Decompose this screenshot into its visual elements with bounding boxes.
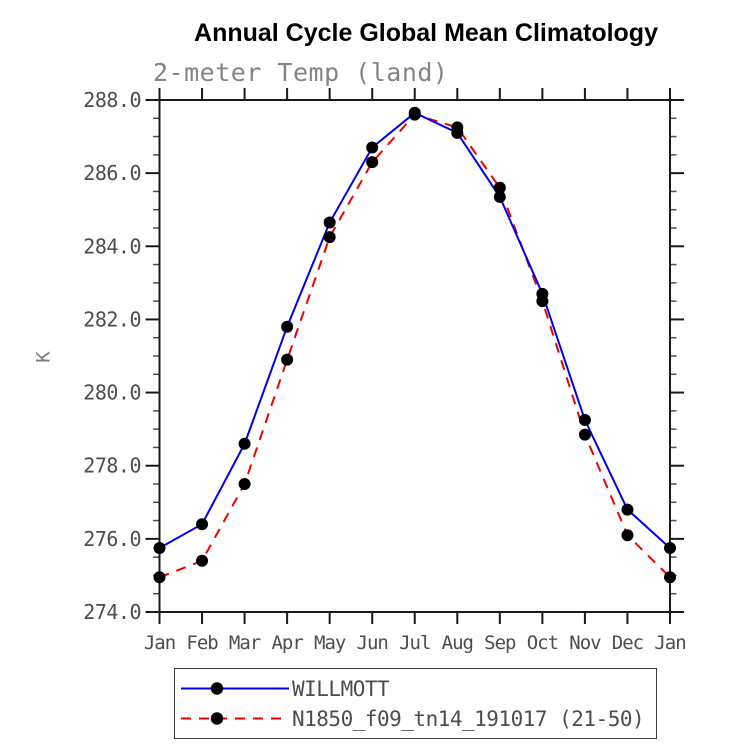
data-point-marker [366,156,379,169]
legend-marker-icon [210,682,224,695]
chart-subtitle: 2-meter Temp (land) [153,58,449,87]
series-line-willmott [159,111,671,549]
x-tick-label: Aug [442,632,473,654]
legend-row-willmott: WILLMOTT [178,675,656,702]
x-tick-label: Feb [186,632,218,654]
y-tick-label: 282.0 [83,307,141,331]
data-point-marker [153,571,166,584]
data-point-marker [281,353,294,366]
data-point-marker [238,437,251,450]
y-tick-label: 280.0 [83,381,141,405]
data-point-marker [621,529,634,542]
data-point-marker [323,216,336,229]
x-tick-label: Jan [144,632,175,654]
legend-label-model: N1850_f09_tn14_191017 (21-50) [292,706,645,731]
data-point-marker [621,503,634,516]
series-line-model [159,113,671,579]
legend-line-sample-dashed [181,712,289,725]
data-point-marker [664,571,676,584]
data-point-marker [493,190,506,203]
y-tick-label: 288.0 [83,88,141,112]
data-point-marker [578,414,591,426]
data-point-marker [664,542,676,554]
data-point-marker [238,478,251,490]
x-tick-label: Oct [527,632,558,654]
chart-title: Annual Cycle Global Mean Climatology [194,19,658,47]
x-tick-label: Jan [654,632,685,654]
data-point-marker [196,554,209,567]
data-point-marker [196,518,209,531]
y-tick-label: 286.0 [83,161,141,185]
legend-marker-icon [210,712,224,725]
legend-line-sample-solid [181,682,289,695]
y-tick-label: 274.0 [83,600,141,624]
x-tick-label: Dec [612,632,643,654]
legend-label-willmott: WILLMOTT [292,676,390,701]
axis-box [158,99,671,613]
data-point-marker [323,231,336,244]
data-point-marker [408,108,421,121]
x-tick-label: Nov [569,632,601,654]
x-tick-label: May [314,632,346,654]
y-tick-label: 284.0 [83,234,141,258]
x-tick-label: Sep [484,632,516,654]
x-tick-label: Jun [357,632,388,654]
data-point-marker [366,141,379,154]
y-tick-label: 278.0 [83,454,141,478]
x-tick-label: Mar [229,632,261,654]
data-point-marker [153,542,166,554]
legend: WILLMOTT N1850_f09_tn14_191017 (21-50) [174,668,657,739]
x-tick-label: Apr [271,632,303,654]
data-point-marker [536,295,549,308]
legend-row-model: N1850_f09_tn14_191017 (21-50) [178,705,656,732]
y-tick-label: 276.0 [83,527,141,551]
data-point-marker [281,320,294,333]
data-point-marker [451,121,464,134]
data-point-marker [493,181,506,194]
data-point-marker [578,428,591,441]
x-tick-label: Jul [399,632,430,654]
